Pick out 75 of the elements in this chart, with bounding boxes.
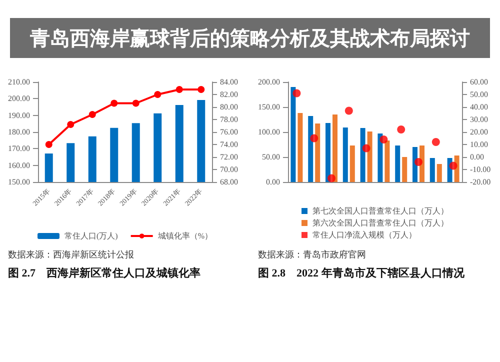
point bbox=[397, 126, 406, 134]
point bbox=[449, 162, 458, 170]
bar bbox=[332, 114, 338, 182]
y2-tick-label: 60.00 bbox=[470, 78, 488, 86]
source-note: 数据来源：青岛市政府官网 bbox=[258, 250, 366, 260]
bar bbox=[342, 128, 348, 182]
point bbox=[88, 111, 96, 118]
bar bbox=[350, 146, 355, 182]
point bbox=[328, 174, 336, 182]
bar bbox=[367, 132, 372, 182]
bar bbox=[315, 124, 320, 182]
point bbox=[110, 100, 118, 107]
point bbox=[132, 100, 140, 107]
point bbox=[176, 86, 183, 93]
point bbox=[380, 136, 388, 144]
legend-label: 城镇化率（%） bbox=[156, 232, 213, 240]
y-tick-label: 150.00 bbox=[258, 102, 280, 112]
bar bbox=[308, 116, 314, 182]
point bbox=[67, 121, 74, 128]
bar bbox=[378, 134, 383, 182]
y-tick-label: 180.00 bbox=[8, 128, 30, 136]
y2-tick-label: -10.00 bbox=[470, 165, 491, 174]
point bbox=[198, 86, 205, 93]
source-note: 数据来源：西海岸新区统计公报 bbox=[8, 250, 134, 260]
y2-tick-label: 40.00 bbox=[470, 102, 488, 112]
y2-tick-label: 84.00 bbox=[220, 78, 238, 86]
bar bbox=[402, 157, 408, 182]
y2-tick-label: 10.00 bbox=[470, 140, 488, 149]
y-tick-label: 100.00 bbox=[258, 128, 280, 136]
point bbox=[432, 138, 440, 146]
text: 青岛西海岸赢球背后的策略分析及其战术布局探讨 bbox=[10, 18, 490, 58]
text: 图 2.7 西海岸新区常住人口及城镇化率 bbox=[8, 266, 200, 280]
bar bbox=[384, 140, 390, 182]
point bbox=[292, 89, 301, 98]
legend-label: 常住人口净流入规模（万人） bbox=[312, 230, 416, 240]
y2-tick-label: 80.00 bbox=[220, 102, 238, 112]
y2-tick-label: 72.00 bbox=[220, 152, 238, 162]
point bbox=[362, 144, 370, 152]
legend-label: 第六次全国人口普查常住人口（万人） bbox=[312, 218, 448, 228]
y-tick-label: 200.00 bbox=[258, 78, 280, 86]
y2-tick-label: 30.00 bbox=[470, 115, 488, 124]
y2-tick-label: 20.00 bbox=[470, 128, 488, 136]
y-tick-label: 50.00 bbox=[262, 152, 280, 162]
y-tick-label: 150.00 bbox=[8, 178, 30, 186]
legend-label: 第七次全国人口普查常住人口（万人） bbox=[312, 206, 448, 216]
y2-tick-label: 74.00 bbox=[220, 140, 238, 149]
point bbox=[344, 106, 353, 115]
bar bbox=[290, 87, 296, 182]
bar bbox=[360, 128, 366, 182]
y-tick-label: 200.00 bbox=[8, 94, 30, 104]
y-tick-label: 190.00 bbox=[8, 110, 30, 120]
bar bbox=[395, 146, 400, 182]
y-tick-label: 170.00 bbox=[8, 144, 30, 154]
text: 图 2.8 2022 年青岛市及下辖区县人口情况 bbox=[258, 266, 466, 280]
y-tick-label: 160.00 bbox=[8, 160, 30, 170]
point bbox=[414, 158, 422, 166]
y2-tick-label: 70.00 bbox=[220, 165, 238, 174]
y2-tick-label: 50.00 bbox=[470, 90, 488, 99]
bar bbox=[430, 158, 435, 182]
point bbox=[310, 134, 318, 142]
y2-tick-label: 82.00 bbox=[220, 90, 238, 99]
y-tick-label: 210.00 bbox=[8, 78, 30, 86]
point bbox=[154, 91, 162, 98]
y2-tick-label: 0.00 bbox=[470, 152, 484, 162]
bar bbox=[326, 123, 330, 182]
y-tick-label: 0.00 bbox=[266, 178, 280, 186]
y2-tick-label: 78.00 bbox=[220, 115, 238, 124]
bar bbox=[298, 113, 303, 182]
point bbox=[45, 141, 52, 148]
y2-tick-label: -20.00 bbox=[470, 178, 491, 186]
bar bbox=[436, 164, 442, 182]
y2-tick-label: 76.00 bbox=[220, 128, 238, 136]
legend-label: 常住人口(万人) bbox=[64, 232, 118, 240]
bar bbox=[420, 146, 424, 182]
y2-tick-label: 68.00 bbox=[220, 178, 238, 186]
